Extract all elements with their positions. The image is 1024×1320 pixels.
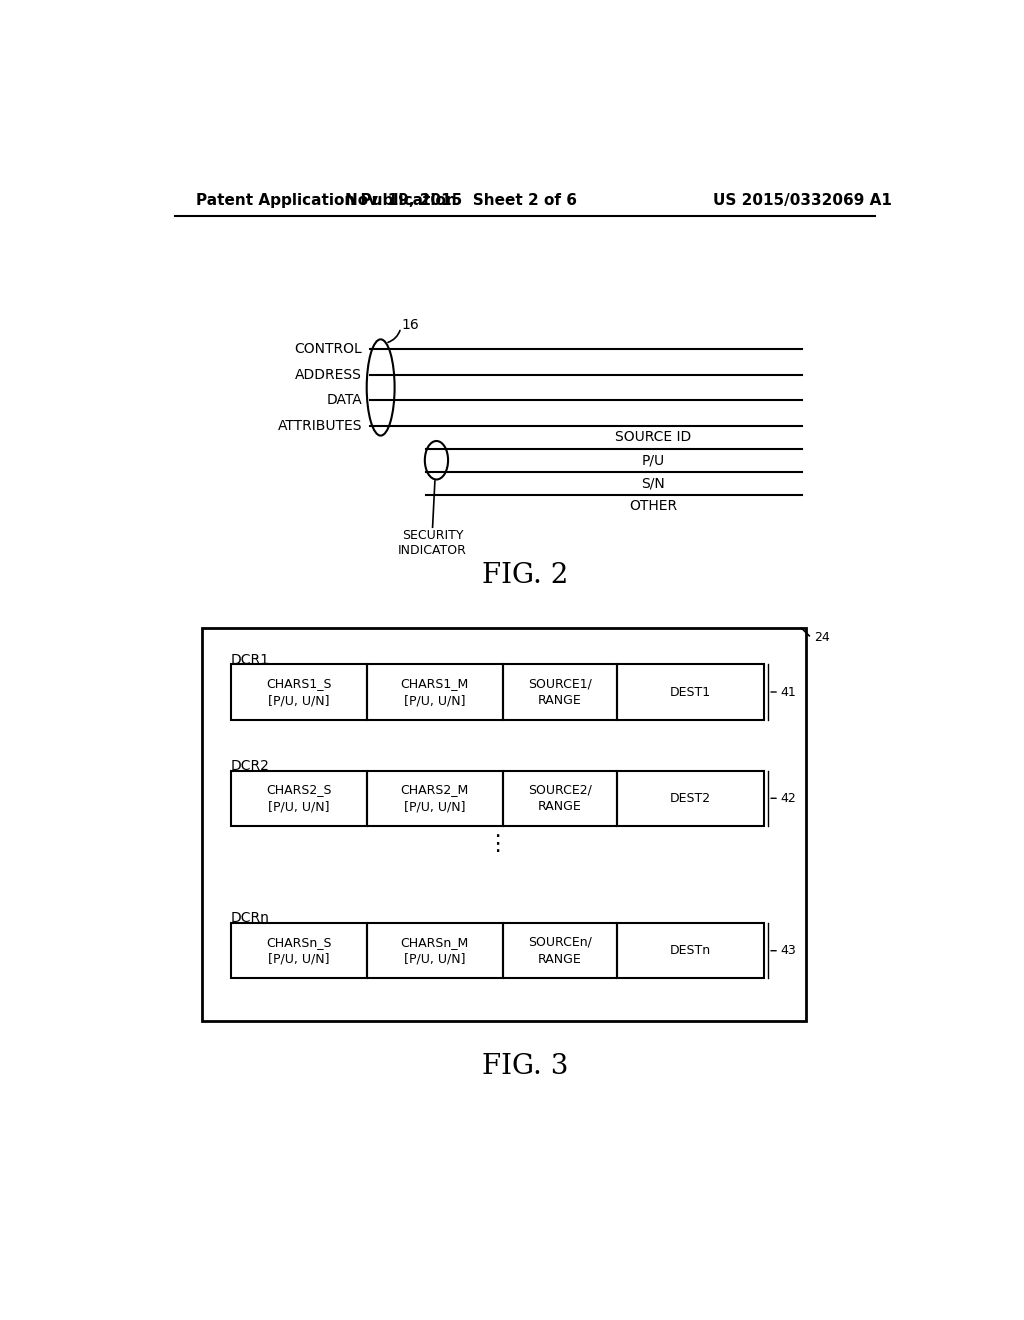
Text: CHARSn_M
[P/U, U/N]: CHARSn_M [P/U, U/N]: [400, 936, 469, 966]
Bar: [503, 923, 617, 978]
Text: Patent Application Publication: Patent Application Publication: [197, 193, 457, 209]
Text: CHARS1_M
[P/U, U/N]: CHARS1_M [P/U, U/N]: [400, 677, 469, 708]
Text: SOURCE ID: SOURCE ID: [615, 430, 691, 444]
Bar: [367, 664, 503, 719]
Text: 42: 42: [780, 792, 797, 805]
Text: 43: 43: [780, 944, 797, 957]
Text: 24: 24: [814, 631, 829, 644]
Text: 41: 41: [780, 685, 797, 698]
Bar: [617, 771, 764, 826]
Text: FIG. 3: FIG. 3: [481, 1053, 568, 1081]
Text: ADDRESS: ADDRESS: [295, 368, 362, 381]
Text: ATTRIBUTES: ATTRIBUTES: [278, 418, 362, 433]
Text: DESTn: DESTn: [670, 944, 711, 957]
Text: DCRn: DCRn: [231, 911, 270, 925]
Text: 16: 16: [401, 318, 419, 331]
Text: SOURCEn/
RANGE: SOURCEn/ RANGE: [528, 936, 592, 966]
Text: CHARS2_S
[P/U, U/N]: CHARS2_S [P/U, U/N]: [266, 783, 332, 813]
Text: US 2015/0332069 A1: US 2015/0332069 A1: [713, 193, 892, 209]
Text: S/N: S/N: [641, 477, 665, 490]
Bar: [367, 771, 503, 826]
Text: DEST1: DEST1: [670, 685, 711, 698]
Text: CHARS1_S
[P/U, U/N]: CHARS1_S [P/U, U/N]: [266, 677, 332, 708]
Text: DEST2: DEST2: [670, 792, 711, 805]
Text: CONTROL: CONTROL: [294, 342, 362, 356]
Bar: [231, 664, 367, 719]
Bar: [617, 923, 764, 978]
Text: OTHER: OTHER: [629, 499, 677, 513]
Text: P/U: P/U: [641, 453, 665, 467]
Bar: [503, 664, 617, 719]
Text: FIG. 2: FIG. 2: [481, 562, 568, 589]
Text: ⋮: ⋮: [486, 834, 508, 854]
Text: SECURITY
INDICATOR: SECURITY INDICATOR: [398, 529, 467, 557]
Bar: [231, 771, 367, 826]
Text: Nov. 19, 2015  Sheet 2 of 6: Nov. 19, 2015 Sheet 2 of 6: [345, 193, 578, 209]
Text: DCR2: DCR2: [231, 759, 270, 774]
Text: CHARS2_M
[P/U, U/N]: CHARS2_M [P/U, U/N]: [400, 783, 469, 813]
Text: DATA: DATA: [327, 393, 362, 407]
Bar: [367, 923, 503, 978]
Bar: [617, 664, 764, 719]
Text: CHARSn_S
[P/U, U/N]: CHARSn_S [P/U, U/N]: [266, 936, 332, 966]
Bar: [231, 923, 367, 978]
Bar: [202, 628, 806, 1020]
Text: SOURCE2/
RANGE: SOURCE2/ RANGE: [528, 783, 592, 813]
Bar: [503, 771, 617, 826]
Text: SOURCE1/
RANGE: SOURCE1/ RANGE: [528, 677, 592, 708]
Text: DCR1: DCR1: [231, 653, 270, 667]
